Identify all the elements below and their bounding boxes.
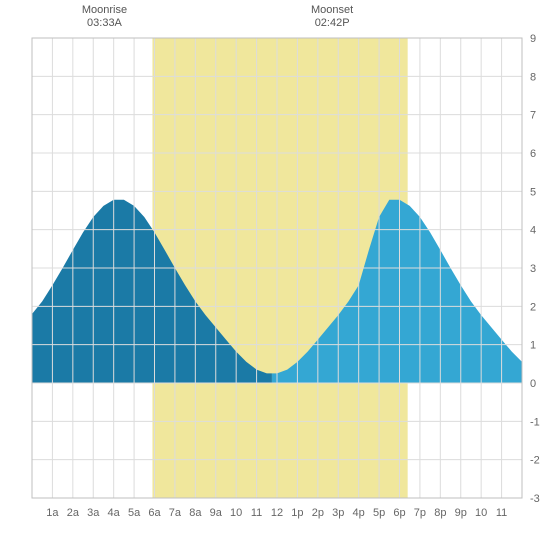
x-tick-label: 7a: [169, 507, 182, 519]
moon-set-time: 02:42P: [315, 17, 350, 29]
x-tick-label: 11: [496, 507, 507, 519]
x-tick-label: 10: [230, 507, 242, 519]
y-tick-label: 9: [530, 33, 536, 45]
y-tick-label: -1: [530, 416, 540, 428]
x-tick-label: 6p: [393, 507, 405, 519]
x-tick-label: 1a: [46, 507, 59, 519]
y-tick-label: 6: [530, 148, 536, 160]
y-tick-label: 3: [530, 263, 536, 275]
moon-rise-time: 03:33A: [87, 17, 123, 29]
x-tick-label: 8a: [189, 507, 202, 519]
x-tick-label: 3a: [87, 507, 100, 519]
x-tick-label: 11: [251, 507, 262, 519]
x-tick-label: 8p: [434, 507, 446, 519]
x-tick-label: 9p: [455, 507, 467, 519]
y-tick-label: -3: [530, 493, 540, 505]
y-tick-label: 4: [530, 225, 536, 237]
x-tick-label: 6a: [148, 507, 161, 519]
moon-rise-title: Moonrise: [82, 4, 127, 16]
x-tick-label: 9a: [210, 507, 223, 519]
y-tick-label: -2: [530, 455, 540, 467]
x-tick-label: 7p: [414, 507, 426, 519]
x-tick-label: 5a: [128, 507, 141, 519]
x-tick-label: 3p: [332, 507, 344, 519]
x-tick-label: 5p: [373, 507, 385, 519]
x-tick-label: 10: [475, 507, 487, 519]
y-tick-label: 2: [530, 301, 536, 313]
x-tick-label: 2p: [312, 507, 324, 519]
x-tick-label: 4a: [108, 507, 121, 519]
x-tick-label: 2a: [67, 507, 80, 519]
y-tick-label: 1: [530, 340, 536, 352]
moon-set-title: Moonset: [311, 4, 353, 16]
y-tick-label: 0: [530, 378, 536, 390]
x-tick-label: 1p: [291, 507, 303, 519]
chart-svg: -3-2-101234567891a2a3a4a5a6a7a8a9a101112…: [0, 0, 550, 550]
tide-chart: -3-2-101234567891a2a3a4a5a6a7a8a9a101112…: [0, 0, 550, 550]
x-tick-label: 12: [271, 507, 283, 519]
y-tick-label: 5: [530, 186, 536, 198]
x-tick-label: 4p: [353, 507, 365, 519]
y-tick-label: 8: [530, 71, 536, 83]
y-tick-label: 7: [530, 110, 536, 122]
